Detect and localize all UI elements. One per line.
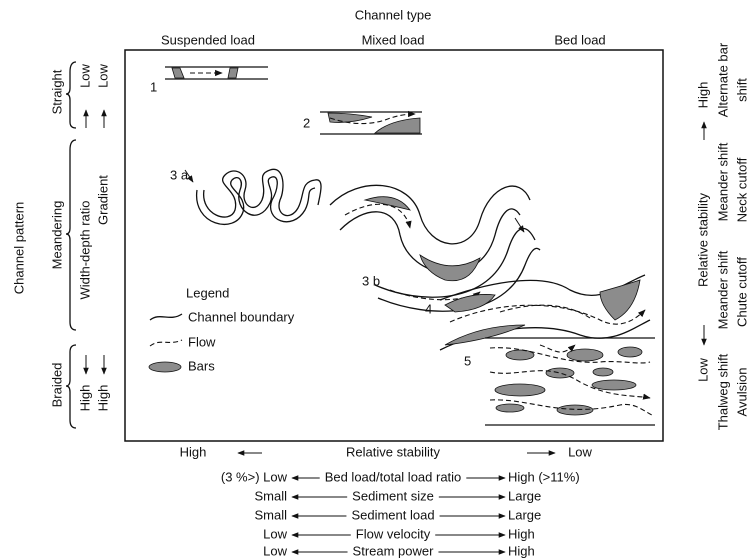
frame [124,49,664,442]
bar [494,383,546,397]
scale-label: Alternate bar [715,42,730,117]
flow [514,217,525,233]
scale-label: Sediment size [352,488,434,503]
scale-label: shift [734,78,748,102]
bar [444,294,496,313]
channel-number: 5 [464,353,471,368]
scale-label: Width-depth ratio [77,201,92,300]
bar [495,403,525,413]
pattern-label: Channel pattern [11,202,26,295]
scale-end: High [508,543,535,558]
bar [617,346,643,358]
flow [539,344,576,353]
scale-end: Low [568,444,592,459]
bar [171,67,185,79]
scale-label: Meander shift [715,250,730,329]
column-label: Suspended load [161,32,255,47]
channel-number: 3 a [170,167,189,182]
scale-label: High [695,82,710,109]
flow [184,169,194,183]
channel-boundary [377,247,541,312]
bar [227,67,239,79]
scale-label: Thalweg shift [715,353,730,430]
scale-label: Chute cutoff [734,257,748,327]
flow [389,289,481,301]
channel-boundary [196,176,316,226]
legend-label: Bars [188,358,215,373]
flow [489,370,651,400]
scale-end: (3 %>) Low [221,469,288,484]
scale-label: High [95,385,110,412]
brace [65,344,77,429]
row-label: Straight [49,69,64,114]
bar [592,367,614,377]
scale-label: Avulsion [734,368,748,417]
flow [489,399,653,416]
column-label: Bed load [554,32,605,47]
brace [65,139,77,331]
bar [363,196,411,211]
scale-label: Relative stability [346,444,440,459]
scale-end: Large [508,507,541,522]
scale-label: Gradient [95,175,110,225]
scale-label: Meander shift [715,142,730,221]
scale-label: Low [77,63,92,87]
title: Channel type [355,7,432,22]
brace [65,61,77,129]
flow [329,110,416,125]
channel-number: 2 [303,115,310,130]
scale-end: High [180,444,207,459]
scale-end: Low [263,526,287,541]
scale-label: Neck cutoff [734,157,748,222]
bar [327,112,373,123]
bar [566,348,604,362]
bar [591,379,637,391]
row-label: Meandering [49,201,64,270]
column-label: Mixed load [362,32,425,47]
scale-label: Flow velocity [356,526,431,541]
row-label: Braided [49,363,64,408]
legend-label: Flow [188,334,216,349]
channel-number: 1 [150,79,157,94]
scale-label: Low [95,63,110,87]
legend-title: Legend [186,285,229,300]
scale-label: High [77,385,92,412]
channel-boundary [329,184,531,245]
scale-end: High (>11%) [508,469,580,484]
legend-swatch [149,339,183,347]
flow [489,347,651,364]
channel-number: 4 [425,301,432,316]
legend-swatch [149,313,183,321]
legend-label: Channel boundary [188,309,295,324]
flow [344,203,412,229]
bar [419,254,481,282]
flow [449,304,646,325]
scale-label: Low [695,357,710,381]
scale-label: Sediment load [351,507,434,522]
flow [499,304,591,319]
bar [556,404,594,416]
bar [505,349,535,361]
legend-swatch [148,361,182,373]
scale-label: Stream power [353,543,435,558]
channel-boundary [203,168,322,218]
bar [444,324,526,346]
scale-label: Relative stability [695,193,710,287]
scale-end: High [508,526,535,541]
scale-end: Large [508,488,541,503]
bar [599,279,641,321]
bottom-scales: High Relative stability Low Bed load/total … [180,444,593,558]
bar [545,367,575,379]
scale-end: Small [254,488,287,503]
bar [373,117,421,134]
scale-end: Low [263,543,287,558]
scale-label: Bed load/total load ratio [325,469,462,484]
scale-end: Small [254,507,287,522]
